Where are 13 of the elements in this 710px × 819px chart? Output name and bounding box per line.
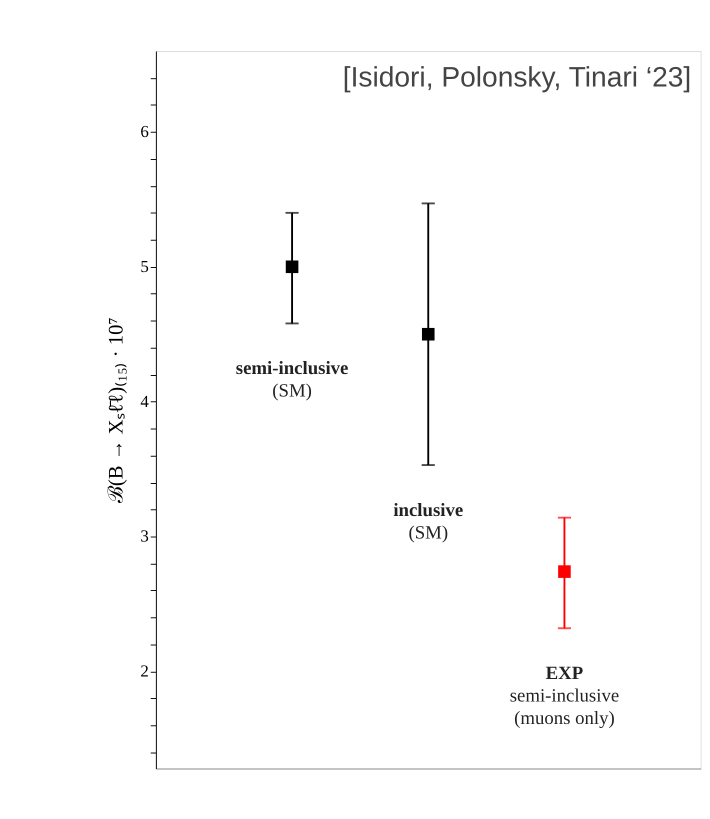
point: [422, 328, 435, 341]
y-tick-label: 4: [140, 392, 150, 411]
text: inclusive (SM): [393, 500, 464, 544]
y-tick-label: 6: [140, 122, 149, 142]
y-tick-label: 3: [140, 526, 149, 546]
y-tick-label: 2: [140, 662, 149, 681]
y-axis-title: ℬ(B → Xₛℓ̄ℓ)₍₁₅₎ · 10⁷: [106, 317, 128, 504]
text: EXP semi-inclusive (muons only): [510, 662, 620, 730]
annotation: [Isidori, Polonsky, Tinari ‘23]: [342, 60, 692, 93]
text: semi-inclusive (SM): [236, 358, 348, 402]
point: [286, 260, 298, 274]
point: [558, 565, 571, 578]
y-tick-label: 5: [140, 256, 149, 276]
